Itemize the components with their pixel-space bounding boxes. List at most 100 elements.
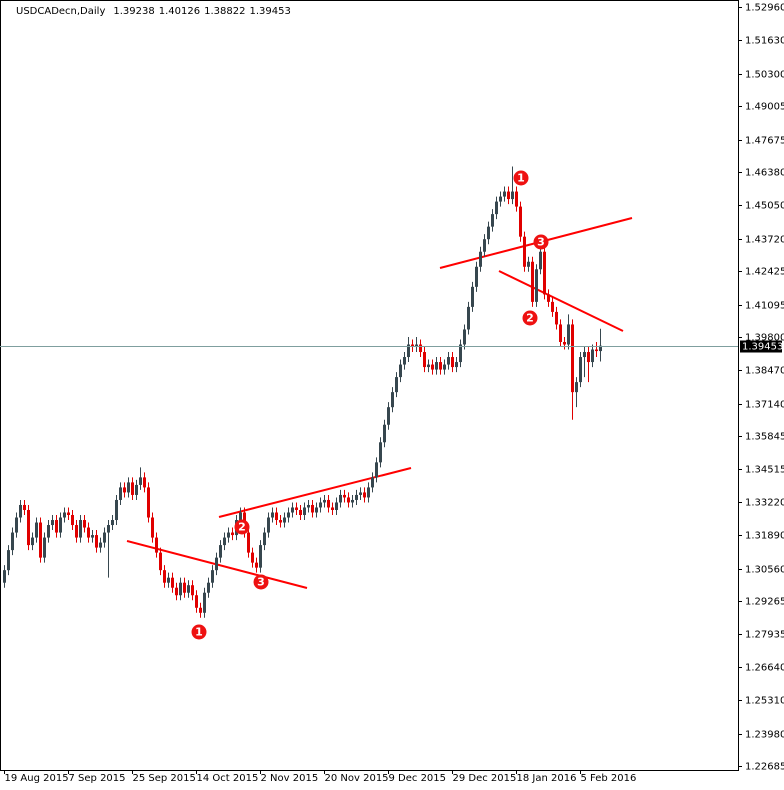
y-tick-label: 1.35845 [745,432,784,443]
candle-body [571,324,574,393]
header-high: 1.40126 [159,6,200,17]
candle-body [219,545,222,558]
candle-body [567,324,570,345]
candle-body [523,236,526,267]
candle-body [43,537,46,558]
candle-body [599,345,602,352]
candle-body [275,512,278,521]
candle-body [339,494,342,503]
candle-body [99,542,102,548]
candle-body [479,251,482,267]
candle-body [355,494,358,500]
candle-body [263,532,266,546]
candle-body [223,537,226,546]
annotation-marker [253,574,269,590]
price-tag-label: 1.39453 [742,342,783,353]
annotation-marker [513,170,529,186]
candle-body [367,487,370,498]
candle-body [323,499,326,503]
candle-body [295,507,298,510]
candle-body [351,499,354,503]
candle-body [551,301,554,312]
candle-body [19,504,22,518]
candle-body [71,515,74,526]
y-tick-label: 1.51630 [745,36,784,47]
candle-body [103,532,106,543]
candle-body [591,349,594,363]
x-tick-label: 25 Sep 2015 [133,773,196,784]
y-tick-label: 1.41095 [745,301,784,312]
candle-body [387,407,390,425]
price-tag [740,340,782,353]
candle-body [163,570,166,583]
trendline [218,467,412,518]
candle-body [231,532,234,536]
candle-body [115,499,118,521]
candle-body [555,311,558,325]
x-tick-label: 29 Dec 2015 [453,773,517,784]
candle-body [487,226,490,240]
candle-body [175,587,178,596]
candle-body [503,191,506,197]
x-tick-label: 2 Nov 2015 [261,773,319,784]
candle-body [131,482,134,495]
candle-body [267,517,270,533]
candle-body [15,517,18,533]
x-tick-label: 19 Aug 2015 [5,773,69,784]
candle-body [119,487,122,500]
annotation-label: 2 [238,521,246,534]
x-tick-label: 7 Sep 2015 [69,773,126,784]
candle-body [195,595,198,608]
candle-body [447,357,450,365]
x-tick-label: 9 Dec 2015 [389,773,447,784]
candle-body [595,349,598,352]
candle-body [343,494,346,498]
annotation-marker [191,624,207,640]
candle-body [123,487,126,493]
candle-body [299,509,302,516]
y-tick-label: 1.37140 [745,400,784,411]
candle-body [199,607,202,613]
candle-body [167,577,170,583]
y-tick-label: 1.23980 [745,730,784,741]
y-tick-label: 1.26640 [745,663,784,674]
candle-body [371,477,374,488]
candle-body [215,557,218,571]
candle-body [539,251,542,270]
candle-body [439,362,442,370]
candle-body [83,520,86,528]
candle-body [319,502,322,508]
candle-body [59,517,62,533]
candle-body [515,191,518,207]
candle-body [31,537,34,546]
y-tick-label: 1.31890 [745,531,784,542]
candle-body [511,191,514,200]
y-tick-label: 1.45050 [745,201,784,212]
annotation-label: 3 [257,576,265,589]
candle-body [3,570,6,583]
header-low: 1.38822 [204,6,245,17]
candle-body [459,344,462,363]
candle-body [259,545,262,568]
y-tick-label: 1.43720 [745,235,784,246]
candle-body [143,477,146,488]
candle-body [307,504,310,508]
candle-body [55,520,58,533]
chart-title: USDCADecn,Daily [16,6,105,17]
candle-body [35,522,38,538]
annotation-marker [234,519,250,535]
candle-body [47,525,50,538]
candle-body [451,357,454,368]
candle-body [251,552,254,563]
candle-body [431,364,434,370]
candle-body [63,512,66,518]
candle-body [463,329,466,345]
candle-body [543,251,546,295]
annotation-label: 2 [526,312,534,325]
candle-body [279,520,282,523]
candle-body [303,507,306,516]
candle-body [507,191,510,200]
y-tick-label: 1.27935 [745,630,784,641]
candle-body [111,520,114,526]
candle-body [191,585,194,596]
